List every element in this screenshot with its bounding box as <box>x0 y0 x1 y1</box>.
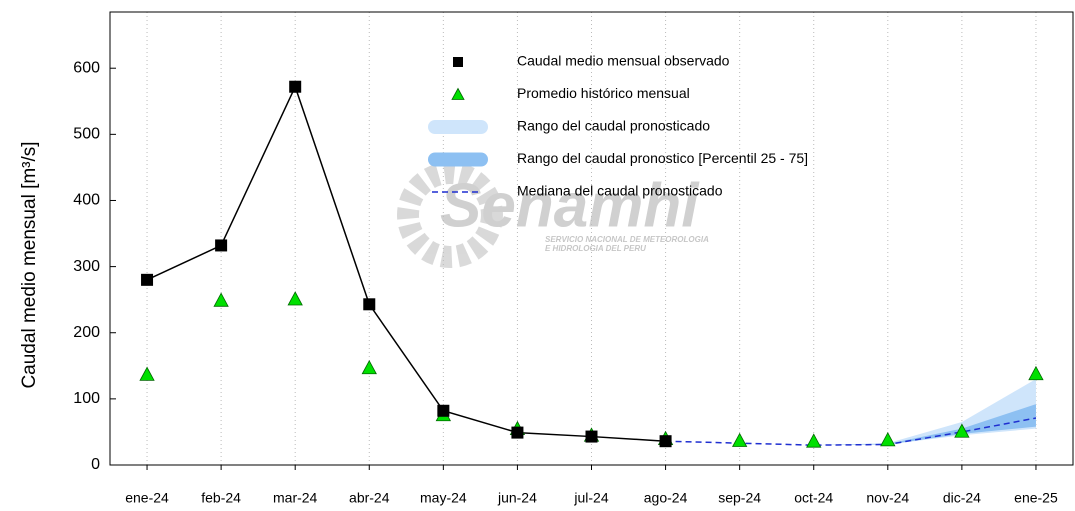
x-tick-label: sep-24 <box>718 490 761 506</box>
historical-point <box>731 432 748 447</box>
y-tick-label: 500 <box>73 126 100 143</box>
watermark-text: Senamhi <box>440 171 700 240</box>
x-tick-label: dic-24 <box>943 490 981 506</box>
legend-label: Mediana del caudal pronosticado <box>517 183 723 199</box>
y-axis-label: Caudal medio mensual [m³/s] <box>19 141 40 388</box>
y-tick-label: 300 <box>73 258 100 275</box>
observed-point <box>511 426 524 439</box>
x-tick-label: ago-24 <box>644 490 688 506</box>
legend-label: Promedio histórico mensual <box>517 85 690 101</box>
legend-swatch <box>428 152 488 167</box>
x-tick-label: abr-24 <box>349 490 390 506</box>
x-tick-label: feb-24 <box>201 490 241 506</box>
observed-point <box>585 430 598 443</box>
legend-label: Caudal medio mensual observado <box>517 53 730 69</box>
forecast-band <box>665 404 1036 446</box>
x-tick-label: mar-24 <box>273 490 318 506</box>
observed-point <box>141 273 154 286</box>
watermark-sub: SERVICIO NACIONAL DE METEOROLOGIA <box>545 235 709 244</box>
y-tick-label: 100 <box>73 390 100 407</box>
observed-line <box>146 84 666 442</box>
y-tick-label: 200 <box>73 324 100 341</box>
legend-swatch <box>453 57 463 67</box>
x-tick-label: jul-24 <box>573 490 608 506</box>
observed-point <box>659 435 672 448</box>
historical-point <box>213 292 229 307</box>
x-tick-label: nov-24 <box>866 490 909 506</box>
median-line <box>665 417 1037 446</box>
y-tick-label: 600 <box>73 59 100 76</box>
historical-point <box>806 433 822 448</box>
historical-point <box>287 291 303 306</box>
historical-point <box>1028 365 1044 381</box>
x-tick-label: ene-25 <box>1014 490 1058 506</box>
y-tick-label: 400 <box>73 192 100 209</box>
historical-point <box>954 423 970 438</box>
y-tick-label: 0 <box>91 456 100 473</box>
watermark-sub: E HIDROLOGIA DEL PERU <box>545 244 646 253</box>
observed-point <box>289 80 302 93</box>
historical-point <box>139 366 155 381</box>
observed-point <box>363 298 376 311</box>
observed-point <box>215 239 228 252</box>
x-tick-label: ene-24 <box>125 490 169 506</box>
forecast-band <box>665 379 1036 446</box>
historical-point <box>361 359 377 375</box>
x-tick-label: jun-24 <box>497 490 537 506</box>
historical-point <box>880 432 896 447</box>
watermark-logo <box>397 162 503 268</box>
observed-point <box>437 404 450 417</box>
x-tick-label: oct-24 <box>794 490 833 506</box>
legend-swatch <box>428 120 488 134</box>
legend-swatch <box>451 87 465 100</box>
watermark: Senamhi SERVICIO NACIONAL DE METEOROLOGI… <box>397 162 709 268</box>
plot-frame <box>109 11 1074 466</box>
x-tick-label: may-24 <box>420 490 467 506</box>
legend-label: Rango del caudal pronosticado <box>517 118 710 134</box>
legend-label: Rango del caudal pronostico [Percentil 2… <box>517 150 808 166</box>
